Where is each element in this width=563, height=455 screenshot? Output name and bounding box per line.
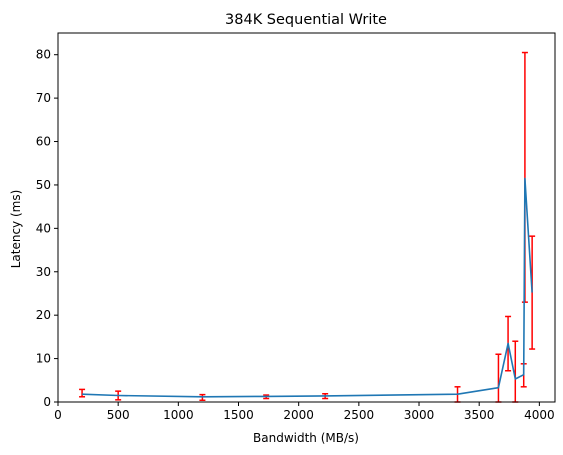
x-tick-label: 2000 [283,408,314,422]
plot-background [58,33,555,402]
x-tick-label: 3500 [464,408,495,422]
y-tick-label: 60 [36,135,51,149]
y-tick-label: 0 [43,395,51,409]
x-tick-label: 3000 [404,408,435,422]
x-tick-label: 500 [107,408,130,422]
y-tick-label: 10 [36,352,51,366]
x-axis-ticks: 0 500 1000 1500 2000 2500 3000 3500 4000 [54,402,555,422]
error-bar [79,388,86,398]
y-axis-label: Latency (ms) [9,190,23,269]
series-line [82,177,533,398]
x-tick-label: 4000 [524,408,555,422]
y-axis-ticks: 0 10 20 30 40 50 60 70 80 [36,48,58,409]
y-tick-label: 30 [36,265,51,279]
y-tick-label: 20 [36,308,51,322]
x-axis-label: Bandwidth (MB/s) [253,431,359,445]
plot-frame [57,32,556,403]
plot-area: 0 500 1000 1500 2000 2500 3000 3500 4000 0 10 20 30… [36,32,556,422]
chart-title: 384K Sequential Write [225,12,387,28]
x-tick-label: 1500 [223,408,254,422]
y-tick-label: 50 [36,178,51,192]
series-group [82,177,533,398]
x-tick-label: 0 [54,408,62,422]
y-tick-label: 70 [36,91,51,105]
y-tick-label: 40 [36,221,51,235]
error-bar [529,235,536,350]
y-tick-label: 80 [36,48,51,62]
x-tick-label: 1000 [163,408,194,422]
x-tick-label: 2500 [344,408,375,422]
